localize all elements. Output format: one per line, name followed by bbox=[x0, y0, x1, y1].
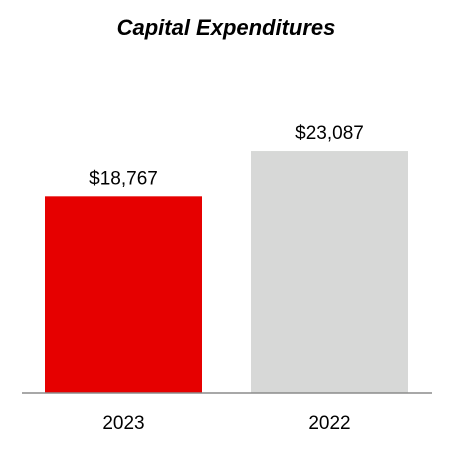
bar-2023 bbox=[45, 196, 202, 393]
bar-2022 bbox=[251, 151, 408, 393]
value-label-2022: $23,087 bbox=[295, 123, 364, 144]
value-label-2023: $18,767 bbox=[89, 168, 158, 189]
chart-title: Capital Expenditures bbox=[116, 15, 336, 40]
labels-layer: $18,767 2023 $23,087 2022 bbox=[89, 123, 364, 434]
bars-layer bbox=[45, 151, 408, 393]
x-tick-label-2023: 2023 bbox=[102, 413, 144, 434]
x-tick-label-2022: 2022 bbox=[308, 413, 350, 434]
